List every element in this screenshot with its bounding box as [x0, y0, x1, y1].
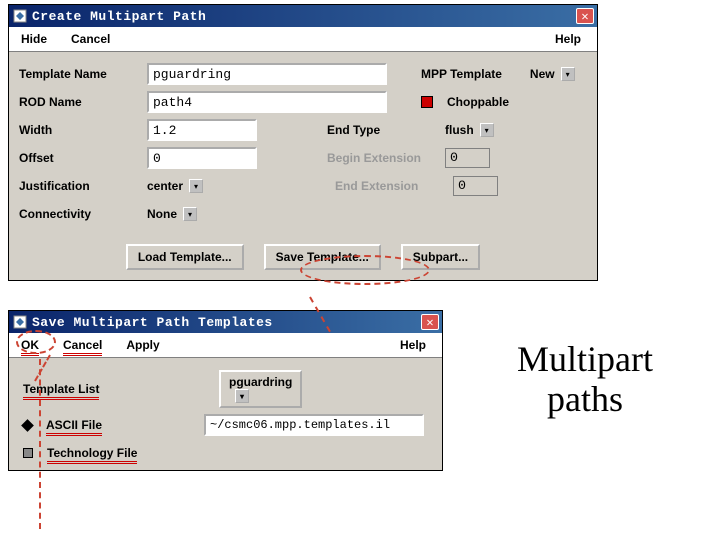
template-name-label: Template Name — [19, 67, 139, 81]
dropdown-icon[interactable]: ▾ — [480, 123, 494, 137]
titlebar[interactable]: Create Multipart Path ✕ — [9, 5, 597, 27]
toolbar: Hide Cancel Help — [9, 27, 597, 52]
justification-label: Justification — [19, 179, 139, 193]
button-row: Load Template... Save Template... Subpar… — [9, 236, 597, 280]
radio-selected-icon[interactable] — [21, 419, 34, 432]
close-icon[interactable]: ✕ — [576, 8, 594, 24]
dropdown-icon[interactable]: ▾ — [561, 67, 575, 81]
ascii-file-label[interactable]: ASCII File — [46, 418, 196, 432]
save-templates-window: Save Multipart Path Templates ✕ OK Cance… — [8, 310, 443, 471]
apply-button[interactable]: Apply — [116, 335, 169, 355]
offset-label: Offset — [19, 151, 139, 165]
form-body: Template Name MPP Template New ▾ ROD Nam… — [9, 52, 597, 236]
toolbar: OK Cancel Apply Help — [9, 333, 442, 358]
help-button[interactable]: Help — [390, 335, 436, 355]
width-input[interactable] — [147, 119, 257, 141]
caption-line2: paths — [470, 380, 700, 420]
app-icon — [12, 314, 28, 330]
dropdown-icon[interactable]: ▾ — [189, 179, 203, 193]
choppable-swatch — [421, 96, 433, 108]
subpart-button[interactable]: Subpart... — [401, 244, 480, 270]
offset-input[interactable] — [147, 147, 257, 169]
begin-extension-label: Begin Extension — [327, 151, 437, 165]
window-title: Save Multipart Path Templates — [32, 315, 421, 330]
connectivity-label: Connectivity — [19, 207, 139, 221]
cancel-button[interactable]: Cancel — [53, 335, 112, 355]
rod-name-input[interactable] — [147, 91, 387, 113]
dropdown-icon[interactable]: ▾ — [183, 207, 197, 221]
justification-value: center — [147, 179, 183, 193]
end-type-value: flush — [445, 123, 474, 137]
help-button[interactable]: Help — [545, 29, 591, 49]
template-list-item[interactable]: pguardring ▾ — [219, 370, 302, 408]
choppable-label[interactable]: Choppable — [447, 95, 509, 109]
close-icon[interactable]: ✕ — [421, 314, 439, 330]
form-body: Template List pguardring ▾ ASCII File Te… — [9, 358, 442, 470]
end-type-label: End Type — [327, 123, 437, 137]
template-list-label: Template List — [23, 382, 163, 396]
caption-line1: Multipart — [470, 340, 700, 380]
hide-button[interactable]: Hide — [11, 29, 57, 49]
begin-extension-input — [445, 148, 490, 168]
titlebar[interactable]: Save Multipart Path Templates ✕ — [9, 311, 442, 333]
cancel-button[interactable]: Cancel — [61, 29, 120, 49]
connectivity-value: None — [147, 207, 177, 221]
radio-unselected-icon[interactable] — [23, 448, 33, 458]
create-multipart-path-window: Create Multipart Path ✕ Hide Cancel Help… — [8, 4, 598, 281]
ascii-file-input[interactable] — [204, 414, 424, 436]
ok-button[interactable]: OK — [11, 335, 49, 355]
width-label: Width — [19, 123, 139, 137]
save-template-button[interactable]: Save Template... — [264, 244, 381, 270]
end-extension-input — [453, 176, 498, 196]
technology-file-label[interactable]: Technology File — [47, 446, 137, 460]
rod-name-label: ROD Name — [19, 95, 139, 109]
mpp-template-label: MPP Template — [421, 67, 502, 81]
dropdown-icon[interactable]: ▾ — [235, 389, 249, 403]
mpp-template-value: New — [530, 67, 555, 81]
window-title: Create Multipart Path — [32, 9, 576, 24]
template-name-input[interactable] — [147, 63, 387, 85]
caption: Multipart paths — [470, 340, 700, 419]
load-template-button[interactable]: Load Template... — [126, 244, 244, 270]
end-extension-label: End Extension — [335, 179, 445, 193]
app-icon — [12, 8, 28, 24]
